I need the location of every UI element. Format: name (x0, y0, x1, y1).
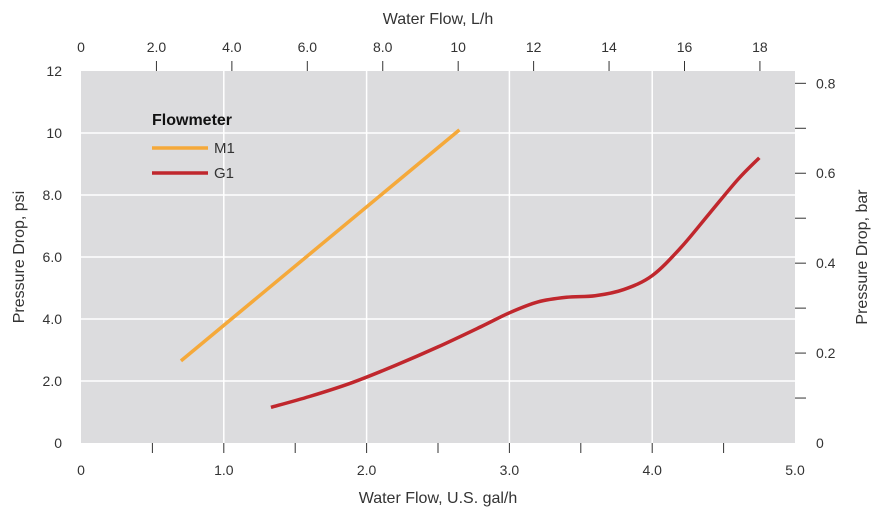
axes: 0 1.0 2.0 3.0 4.0 5.0 0 2.0 4.0 6.0 8.0 10 12 14 16 18 0… (43, 39, 836, 478)
y2-tick-label-4: 0.4 (816, 255, 836, 271)
x-tick-label-8: 4.0 (642, 462, 662, 478)
x-tick-label-2: 1.0 (214, 462, 234, 478)
legend-label-g1: G1 (214, 165, 234, 182)
legend: Flowmeter M1 G1 (152, 112, 235, 182)
x2-tick-label-2: 4.0 (222, 39, 242, 55)
y-axis-title: Pressure Drop, psi (11, 191, 28, 324)
x-tick-label-0: 0 (77, 462, 85, 478)
series-line-g1 (270, 156, 761, 410)
x2-tick-label-6: 12 (526, 39, 542, 55)
y2-tick-label-6: 0.6 (816, 165, 836, 181)
x2-tick-label-7: 14 (601, 39, 617, 55)
x-tick-label-6: 3.0 (500, 462, 520, 478)
y-tick-label-0: 0 (54, 435, 62, 451)
y-tick-label-4: 8.0 (43, 187, 63, 203)
series-line-m1 (179, 128, 461, 363)
x-tick-label-10: 5.0 (785, 462, 805, 478)
x-axis-title: Water Flow, U.S. gal/h (359, 490, 518, 507)
x2-tick-label-9: 18 (752, 39, 768, 55)
x2-axis-title: Water Flow, L/h (383, 11, 494, 28)
y-tick-label-5: 10 (46, 125, 62, 141)
legend-title: Flowmeter (152, 112, 232, 129)
x2-tick-label-4: 8.0 (373, 39, 393, 55)
y-tick-label-2: 4.0 (43, 311, 63, 327)
x2-tick-label-8: 16 (677, 39, 693, 55)
y2-tick-label-8: 0.8 (816, 75, 836, 91)
legend-label-m1: M1 (214, 140, 235, 157)
x2-tick-label-1: 2.0 (147, 39, 167, 55)
y2-tick-label-2: 0.2 (816, 345, 836, 361)
y2-tick-label-0: 0 (816, 435, 824, 451)
x2-tick-label-5: 10 (450, 39, 466, 55)
y-tick-label-1: 2.0 (43, 373, 63, 389)
y-tick-label-3: 6.0 (43, 249, 63, 265)
y-tick-label-6: 12 (46, 63, 62, 79)
series-lines (179, 128, 761, 410)
x2-tick-label-3: 6.0 (298, 39, 318, 55)
gridlines (81, 71, 795, 443)
x2-tick-label-0: 0 (77, 39, 85, 55)
x-tick-label-4: 2.0 (357, 462, 377, 478)
y2-axis-title: Pressure Drop, bar (854, 189, 871, 325)
